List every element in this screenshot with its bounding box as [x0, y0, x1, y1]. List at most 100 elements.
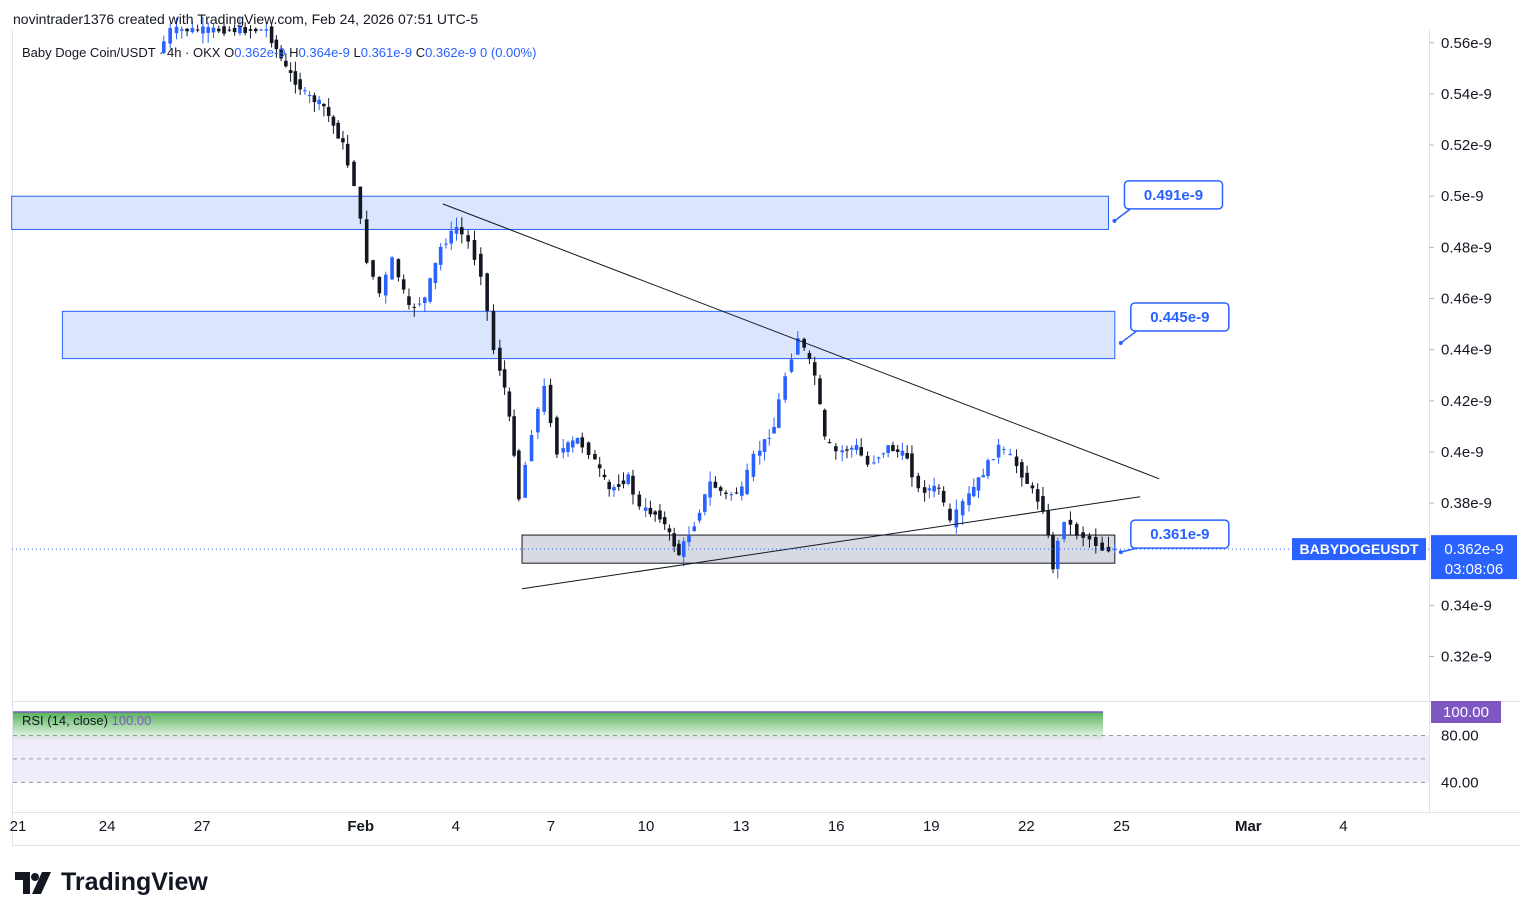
candle: [195, 24, 200, 33]
candle: [174, 17, 179, 40]
candle: [1074, 521, 1079, 540]
zone-0[interactable]: 0.491e-9: [11, 180, 1224, 230]
candle-body: [941, 490, 946, 503]
candle: [485, 272, 489, 321]
price-tick-label: 0.44e-9: [1441, 342, 1492, 359]
candle-body: [548, 384, 553, 424]
candle-body: [341, 138, 345, 143]
candle: [206, 22, 210, 43]
candle: [626, 472, 631, 486]
rsi-pane[interactable]: [13, 711, 1429, 783]
candle-body: [412, 306, 417, 308]
candle: [548, 378, 553, 428]
rsi-legend[interactable]: RSI (14, close) 100.00: [22, 713, 151, 728]
candle: [358, 186, 363, 225]
candle-body: [1030, 485, 1035, 489]
candle-body: [677, 543, 681, 556]
candle-body: [358, 186, 363, 219]
candle-body: [740, 486, 744, 496]
candle: [991, 459, 996, 461]
candle-body: [1087, 535, 1092, 540]
candle: [498, 339, 502, 376]
candle: [1100, 536, 1104, 551]
candle-body: [201, 26, 205, 34]
candle: [396, 258, 401, 282]
candle-body: [621, 480, 626, 485]
candle-body: [658, 510, 662, 520]
candle-body: [637, 494, 642, 507]
candle-body: [174, 26, 179, 34]
candle: [201, 16, 205, 44]
candle: [597, 456, 602, 477]
bar-countdown: 03:08:06: [1445, 561, 1503, 578]
time-tick-label: 24: [99, 818, 116, 835]
candle: [834, 443, 838, 460]
candle: [466, 230, 470, 249]
candle-body: [529, 435, 534, 462]
ticker-badge: BABYDOGEUSDT: [1292, 538, 1426, 561]
candle: [1081, 526, 1085, 547]
candle-body: [681, 541, 686, 557]
candle: [681, 537, 686, 567]
time-tick-label: 10: [638, 818, 655, 835]
candle-body: [336, 122, 340, 139]
candle-body: [1041, 496, 1045, 512]
price-pane[interactable]: 0.491e-9 0.445e-9 0.361e-9: [11, 16, 1429, 590]
candle: [881, 452, 886, 458]
time-tick-label: 19: [923, 818, 940, 835]
candle-body: [895, 449, 900, 452]
candle: [708, 471, 712, 506]
candle: [288, 62, 293, 82]
candle: [827, 438, 832, 444]
candle-body: [916, 475, 921, 489]
symbol-title[interactable]: Baby Doge Coin/USDT · 4h · OKX: [22, 45, 221, 60]
trendline-1[interactable]: [521, 496, 1141, 590]
candle-body: [981, 475, 986, 478]
candle: [767, 429, 772, 446]
candle: [507, 387, 512, 422]
candle: [876, 456, 881, 464]
symbol-legend[interactable]: Baby Doge Coin/USDT · 4h · OKX O0.362e-9…: [22, 45, 536, 60]
candle: [341, 130, 345, 150]
candle: [713, 476, 718, 489]
candle-body: [317, 99, 321, 105]
candle-body: [612, 487, 616, 491]
candle-body: [1014, 456, 1019, 467]
trendline-0[interactable]: [442, 203, 1160, 480]
candle-body: [243, 27, 247, 33]
zone-1[interactable]: 0.445e-9: [61, 302, 1230, 360]
candle: [1087, 532, 1092, 548]
candle: [854, 438, 859, 455]
candle: [729, 492, 734, 501]
candle: [1113, 544, 1117, 554]
price-tick-label: 0.38e-9: [1441, 495, 1492, 512]
candle: [677, 539, 681, 556]
candle-body: [812, 362, 817, 376]
candle: [269, 23, 274, 48]
candle-body: [937, 487, 941, 489]
candle: [179, 26, 184, 39]
tradingview-logo[interactable]: TradingView: [15, 868, 208, 897]
zone-rect: [11, 195, 1109, 230]
candle-body: [881, 453, 886, 455]
candle: [1002, 446, 1006, 455]
price-tick-label: 0.54e-9: [1441, 86, 1492, 103]
zone-2[interactable]: 0.361e-9: [521, 519, 1230, 564]
candle-body: [479, 253, 483, 277]
legend-close-value: 0.362e-9: [425, 45, 477, 60]
candle: [479, 247, 483, 286]
candle-body: [960, 501, 965, 516]
candle: [253, 27, 258, 34]
legend-close-label: C: [415, 45, 426, 60]
candle-body: [697, 512, 702, 521]
candle: [303, 86, 307, 95]
candle-body: [834, 446, 838, 452]
candle: [818, 374, 822, 405]
candle: [910, 445, 914, 487]
candle-body: [667, 528, 672, 533]
candle-body: [195, 29, 200, 31]
candle: [849, 445, 854, 458]
candle: [616, 474, 621, 491]
candle-body: [876, 457, 881, 459]
